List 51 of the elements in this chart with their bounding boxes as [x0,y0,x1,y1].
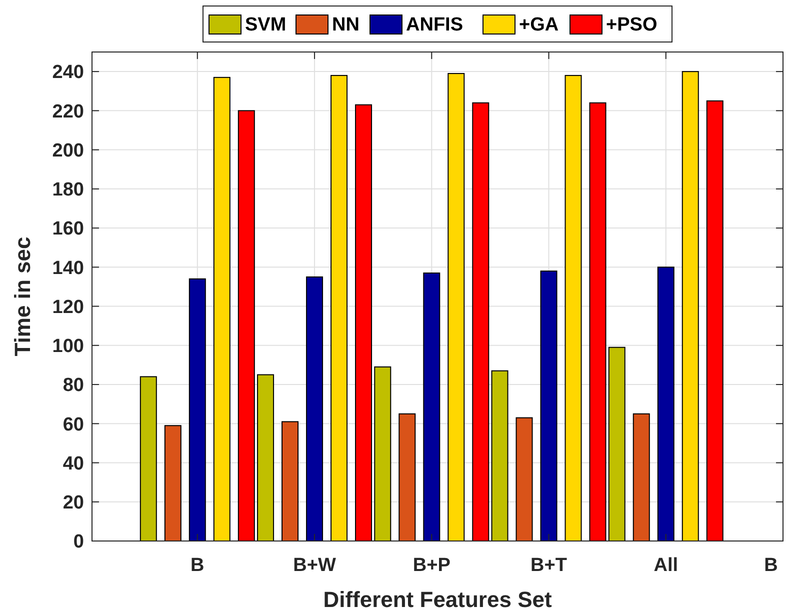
bar [330,74,348,542]
y-tick-label: 60 [62,414,84,436]
bar [164,425,182,542]
x-tick-label: All [654,555,678,576]
bar [398,413,416,542]
bar [374,366,392,542]
x-axis-title: Different Features Set [323,587,552,612]
legend-label: NN [332,14,360,36]
y-tick-label: 120 [52,296,84,318]
y-tick-label: 160 [52,218,84,240]
y-tick-label: 220 [52,101,84,122]
legend-label: SVM [245,14,286,36]
bar [238,110,255,542]
x-tick-label: B [190,555,204,576]
y-tick-label: 20 [62,492,84,514]
y-tick-label: 200 [52,140,84,162]
bar [491,370,508,542]
bar [682,71,699,542]
bar [355,104,372,542]
y-tick-label: 100 [52,336,84,358]
x-tick-label: B+W [293,555,336,576]
legend-label: +PSO [606,14,658,36]
bar [306,276,324,542]
bar [608,346,626,542]
bar [632,413,650,542]
bar [706,100,724,542]
y-axis-title: Time in sec [10,236,35,356]
bar [472,102,490,542]
y-tick-label: 180 [52,180,84,201]
bar [564,74,582,542]
bar [282,421,299,542]
bar [213,76,230,542]
x-tick-label: B+T [530,555,568,576]
bar [657,266,674,542]
bar [540,270,558,542]
x-tick-label: B [764,555,778,576]
bar [516,417,533,542]
y-tick-label: 80 [62,375,84,396]
bar [423,272,440,542]
y-tick-label: 140 [52,258,84,279]
legend-label: ANFIS [406,14,463,36]
y-tick-label: 0 [73,532,84,553]
bar [448,73,465,542]
bar [589,102,606,542]
bar [140,376,157,542]
bar [257,374,274,542]
y-tick-label: 240 [52,62,84,84]
y-tick-label: 40 [62,453,84,474]
x-tick-label: B+P [412,555,451,576]
legend-label: +GA [519,14,559,36]
bar [188,278,206,542]
